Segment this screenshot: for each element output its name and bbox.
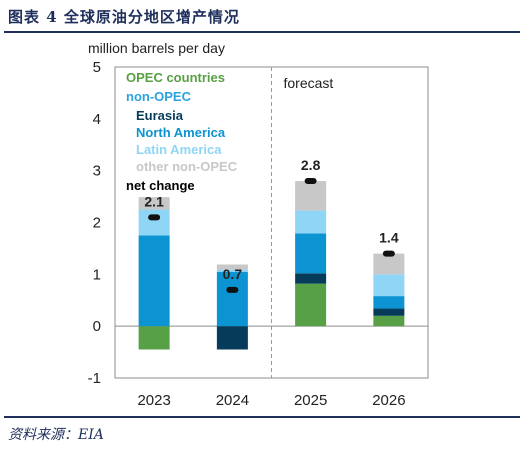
net-change-marker-2025 xyxy=(304,178,317,185)
source-rule xyxy=(4,416,520,418)
y-tick-label: 1 xyxy=(93,266,101,283)
bar-segment-north-america-2025 xyxy=(295,233,327,274)
x-tick-label-2024: 2024 xyxy=(216,392,249,409)
legend-entry-latin-america: Latin America xyxy=(136,142,222,157)
legend-entry-north-america: North America xyxy=(136,125,226,140)
x-tick-label-2023: 2023 xyxy=(137,392,170,409)
net-change-marker-2026 xyxy=(382,250,395,257)
bar-segment-opec-countries-2026 xyxy=(373,315,405,327)
bar-segment-latin-america-2024 xyxy=(216,269,248,272)
bar-segment-north-america-2024 xyxy=(216,271,248,327)
y-tick-label: 2 xyxy=(93,215,101,232)
y-tick-label: -1 xyxy=(88,370,101,387)
bar-segment-other-non-opec-2024 xyxy=(216,264,248,270)
net-change-label-2025: 2.8 xyxy=(301,157,321,173)
figure-title: 图表 4 全球原油分地区增产情况 xyxy=(8,8,240,26)
bar-segment-other-non-opec-2023 xyxy=(138,197,170,210)
net-change-label-2024: 0.7 xyxy=(223,266,243,282)
net-change-label-2023: 2.1 xyxy=(144,193,164,209)
bar-segment-latin-america-2023 xyxy=(138,209,170,236)
source-note: 资料来源：EIA xyxy=(8,427,104,443)
legend-entry-eurasia: Eurasia xyxy=(136,108,184,123)
net-change-label-2026: 1.4 xyxy=(379,230,399,246)
bar-segment-opec-countries-2023 xyxy=(138,326,170,350)
x-tick-label-2026: 2026 xyxy=(372,392,405,409)
x-tick-label-2025: 2025 xyxy=(294,392,327,409)
title-rule xyxy=(4,31,520,33)
bar-segment-north-america-2023 xyxy=(138,235,170,327)
bar-segment-latin-america-2026 xyxy=(373,274,405,297)
bar-segment-other-non-opec-2026 xyxy=(373,253,405,275)
y-tick-label: 3 xyxy=(93,163,101,180)
bar-segment-north-america-2026 xyxy=(373,296,405,309)
y-tick-label: 5 xyxy=(93,59,101,76)
bar-segment-eurasia-2026 xyxy=(373,308,405,316)
forecast-label: forecast xyxy=(284,75,334,91)
net-change-marker-2023 xyxy=(148,214,161,221)
legend-entry-opec-countries: OPEC countries xyxy=(126,70,225,85)
bar-segment-latin-america-2025 xyxy=(295,210,327,234)
bar-segment-eurasia-2024 xyxy=(216,326,248,350)
bar-segment-other-non-opec-2025 xyxy=(295,181,327,211)
legend-entry-other-non-opec: other non-OPEC xyxy=(136,159,238,174)
bar-segment-opec-countries-2025 xyxy=(295,283,327,327)
legend-entry-non-opec: non-OPEC xyxy=(126,89,192,104)
y-axis-label: million barrels per day xyxy=(88,40,225,56)
bar-segment-eurasia-2025 xyxy=(295,273,327,284)
y-tick-label: 0 xyxy=(93,318,101,335)
legend-entry-net-change: net change xyxy=(126,178,195,193)
net-change-marker-2024 xyxy=(226,286,239,293)
y-tick-label: 4 xyxy=(93,111,101,128)
